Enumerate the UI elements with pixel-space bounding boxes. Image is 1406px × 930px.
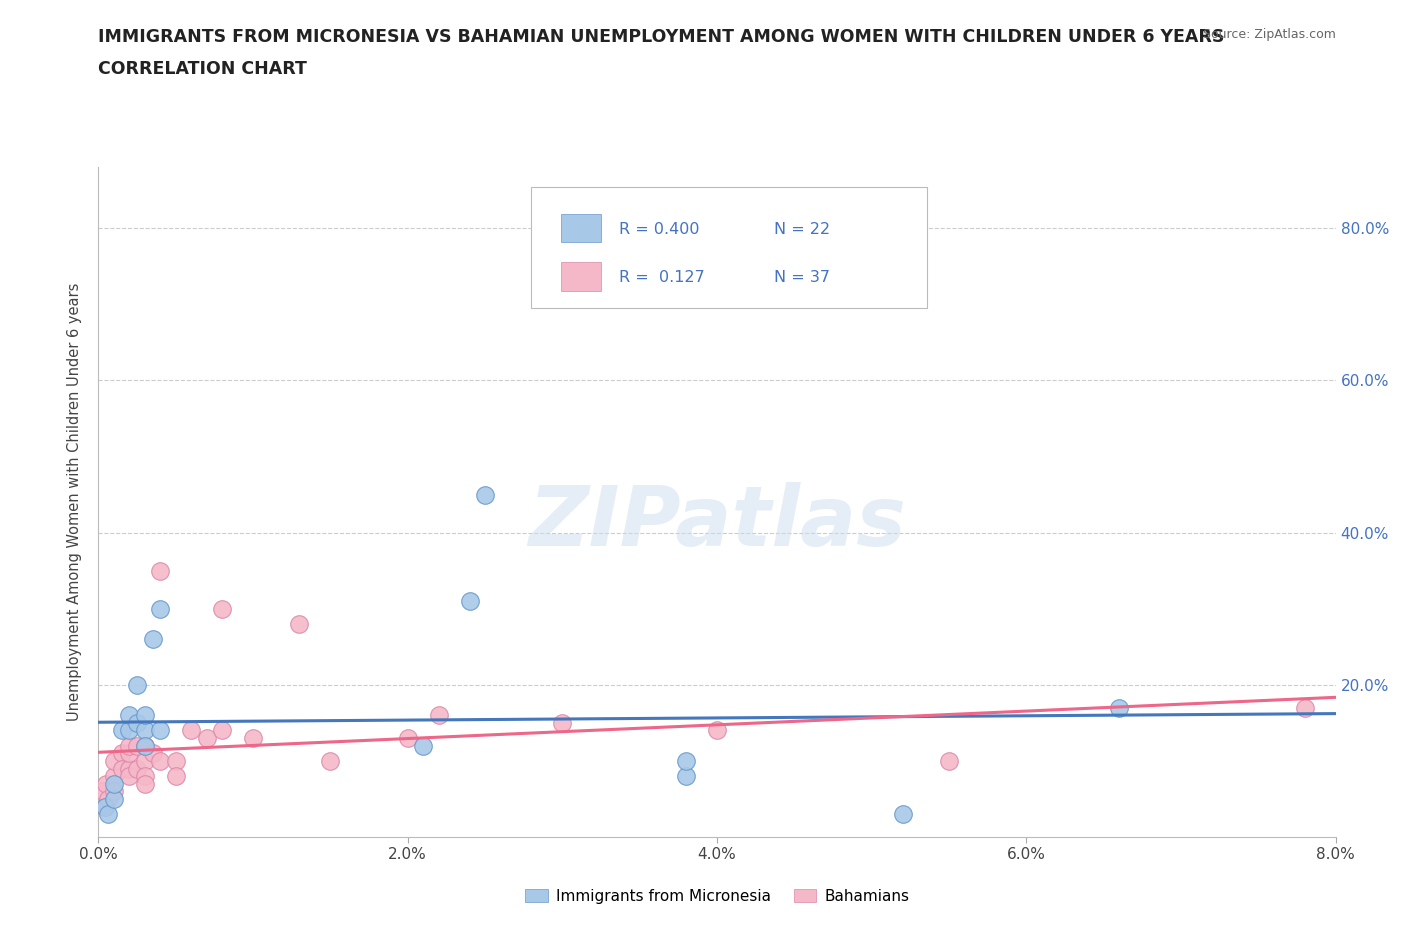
Point <box>127 715 149 730</box>
Text: R =  0.127: R = 0.127 <box>619 271 704 286</box>
Point <box>180 723 202 737</box>
Text: IMMIGRANTS FROM MICRONESIA VS BAHAMIAN UNEMPLOYMENT AMONG WOMEN WITH CHILDREN UN: IMMIGRANTS FROM MICRONESIA VS BAHAMIAN U… <box>98 28 1225 46</box>
Point <box>103 769 125 784</box>
Point <box>396 731 419 746</box>
Point <box>96 777 118 791</box>
Point <box>288 617 311 631</box>
Point <box>427 708 450 723</box>
Point <box>211 602 233 617</box>
Point <box>149 753 172 768</box>
Point <box>142 746 165 761</box>
Point <box>412 738 434 753</box>
Point <box>891 806 914 821</box>
Point <box>118 769 141 784</box>
Point <box>551 715 574 730</box>
Point <box>195 731 218 746</box>
Point <box>319 753 342 768</box>
Point <box>93 799 115 814</box>
Point <box>118 738 141 753</box>
Point <box>134 753 156 768</box>
FancyBboxPatch shape <box>531 188 928 308</box>
Point <box>149 602 172 617</box>
Bar <box>561 262 600 290</box>
Point <box>127 738 149 753</box>
Point <box>134 723 156 737</box>
Point <box>118 746 141 761</box>
Point <box>134 738 156 753</box>
Point <box>97 791 120 806</box>
Point <box>1108 700 1130 715</box>
Point <box>118 708 141 723</box>
Point <box>1294 700 1316 715</box>
Point <box>97 806 120 821</box>
Point <box>127 761 149 776</box>
Point <box>134 738 156 753</box>
Point <box>675 753 697 768</box>
Point <box>134 708 156 723</box>
Point <box>675 769 697 784</box>
Point <box>93 799 115 814</box>
Point <box>474 487 496 502</box>
Text: N = 22: N = 22 <box>773 222 830 237</box>
Point <box>458 593 481 608</box>
Point <box>165 769 187 784</box>
Point <box>938 753 960 768</box>
Point <box>211 723 233 737</box>
Legend: Immigrants from Micronesia, Bahamians: Immigrants from Micronesia, Bahamians <box>519 883 915 910</box>
Point <box>149 564 172 578</box>
Text: R = 0.400: R = 0.400 <box>619 222 700 237</box>
Text: CORRELATION CHART: CORRELATION CHART <box>98 60 308 78</box>
Point <box>91 784 114 799</box>
Point <box>142 631 165 646</box>
Point <box>111 723 134 737</box>
Point <box>149 723 172 737</box>
Point <box>134 777 156 791</box>
Point <box>103 753 125 768</box>
Point <box>118 761 141 776</box>
Point <box>165 753 187 768</box>
Text: N = 37: N = 37 <box>773 271 830 286</box>
Bar <box>561 214 600 243</box>
Point <box>103 777 125 791</box>
Text: ZIPatlas: ZIPatlas <box>529 482 905 563</box>
Point <box>242 731 264 746</box>
Point <box>127 677 149 692</box>
Point <box>111 746 134 761</box>
Point <box>103 791 125 806</box>
Y-axis label: Unemployment Among Women with Children Under 6 years: Unemployment Among Women with Children U… <box>67 283 83 722</box>
Point <box>134 769 156 784</box>
Point <box>103 784 125 799</box>
Point <box>706 723 728 737</box>
Point <box>111 761 134 776</box>
Point <box>118 723 141 737</box>
Text: Source: ZipAtlas.com: Source: ZipAtlas.com <box>1202 28 1336 41</box>
